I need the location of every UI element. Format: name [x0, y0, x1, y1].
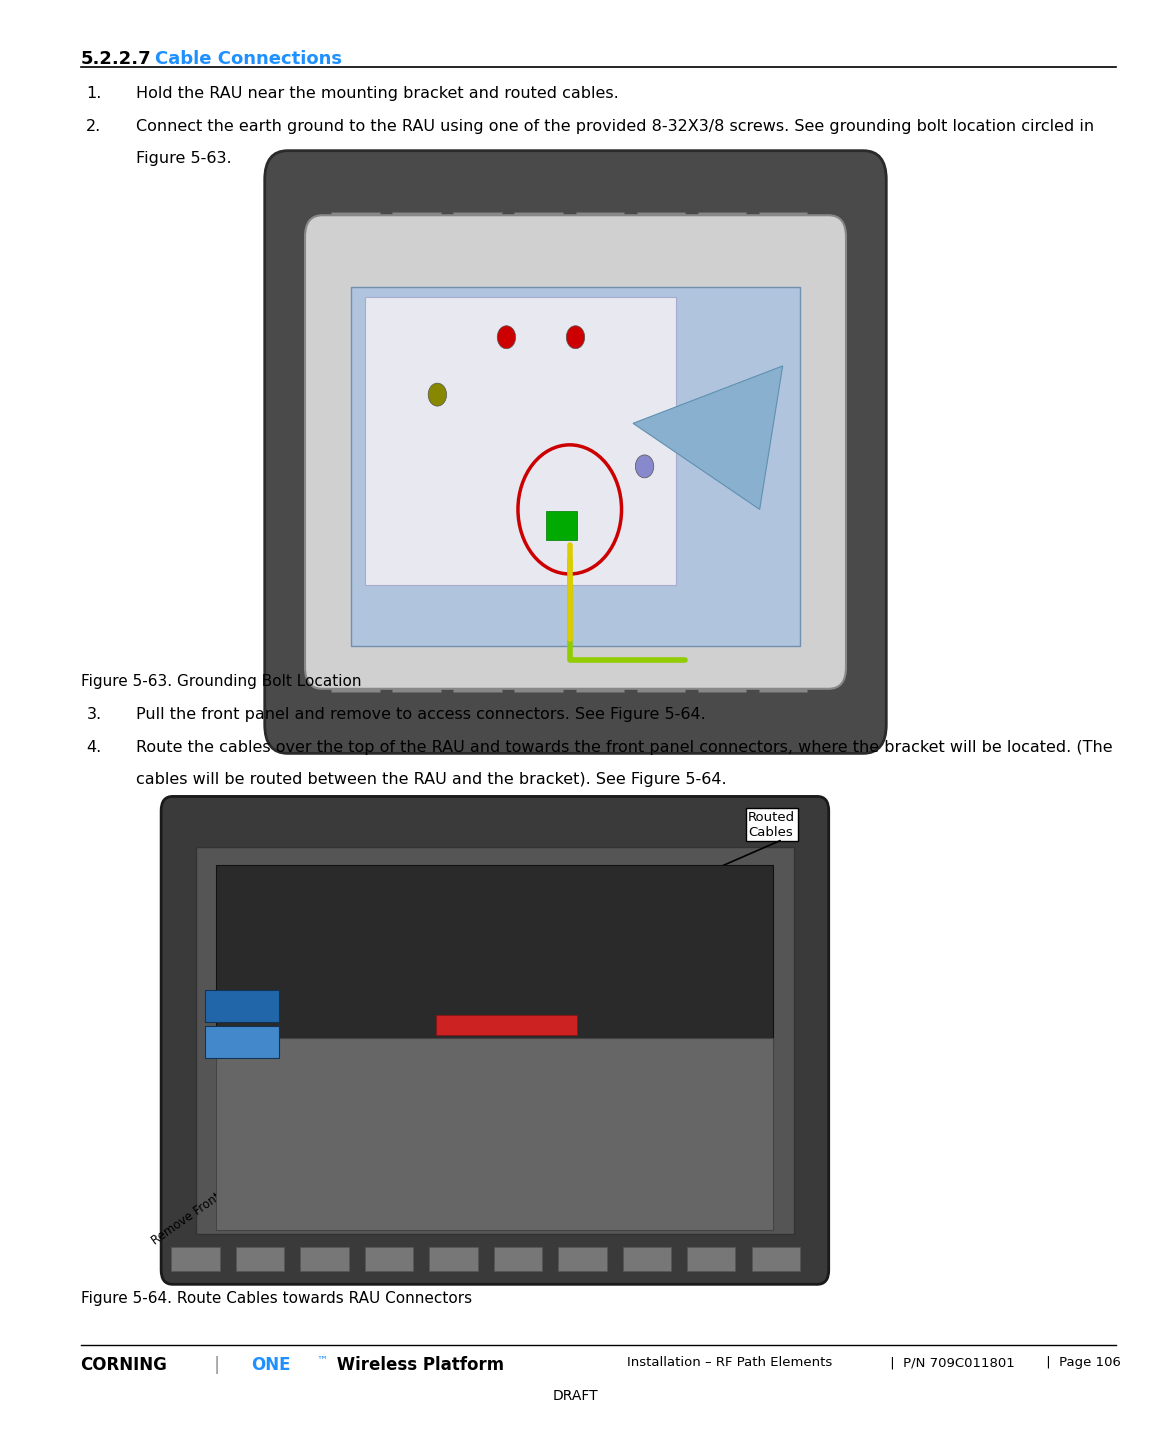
Circle shape [428, 383, 447, 406]
FancyBboxPatch shape [331, 650, 380, 692]
Text: Figure 5-63. Grounding Bolt Location: Figure 5-63. Grounding Bolt Location [81, 674, 361, 689]
FancyBboxPatch shape [196, 847, 794, 1234]
FancyBboxPatch shape [216, 1038, 773, 1230]
FancyBboxPatch shape [759, 650, 807, 692]
FancyBboxPatch shape [494, 1247, 542, 1271]
Text: Routed
Cables: Routed Cables [748, 811, 795, 839]
Text: ™: ™ [317, 1356, 328, 1366]
FancyBboxPatch shape [687, 1247, 735, 1271]
FancyBboxPatch shape [300, 1247, 349, 1271]
Text: |  P/N 709C011801: | P/N 709C011801 [886, 1356, 1015, 1369]
Text: cables will be routed between the RAU and the bracket). See Figure 5-64.: cables will be routed between the RAU an… [136, 772, 726, 786]
Polygon shape [633, 366, 783, 509]
Text: Wireless Platform: Wireless Platform [331, 1356, 504, 1375]
FancyBboxPatch shape [453, 650, 502, 692]
Circle shape [566, 326, 585, 349]
FancyBboxPatch shape [637, 212, 685, 254]
FancyBboxPatch shape [514, 650, 563, 692]
FancyBboxPatch shape [392, 212, 441, 254]
FancyBboxPatch shape [351, 287, 800, 646]
Text: Pull the front panel and remove to access connectors. See Figure 5-64.: Pull the front panel and remove to acces… [136, 707, 706, 722]
Text: |: | [209, 1356, 231, 1375]
FancyBboxPatch shape [331, 212, 380, 254]
FancyBboxPatch shape [558, 1247, 607, 1271]
FancyBboxPatch shape [392, 650, 441, 692]
FancyBboxPatch shape [205, 990, 279, 1022]
Text: 5.2.2.7: 5.2.2.7 [81, 50, 151, 69]
Text: 2.: 2. [86, 119, 101, 133]
Circle shape [635, 455, 654, 478]
Circle shape [497, 326, 516, 349]
Text: CORNING: CORNING [81, 1356, 167, 1375]
FancyBboxPatch shape [453, 212, 502, 254]
FancyBboxPatch shape [698, 212, 746, 254]
FancyBboxPatch shape [305, 215, 846, 689]
FancyBboxPatch shape [365, 1247, 413, 1271]
FancyBboxPatch shape [171, 1247, 220, 1271]
Text: Route the cables over the top of the RAU and towards the front panel connectors,: Route the cables over the top of the RAU… [136, 740, 1113, 755]
Text: Figure 5-63.: Figure 5-63. [136, 151, 231, 165]
FancyBboxPatch shape [514, 212, 563, 254]
FancyBboxPatch shape [698, 650, 746, 692]
FancyBboxPatch shape [623, 1247, 671, 1271]
Text: Connect the earth ground to the RAU using one of the provided 8-32X3/8 screws. S: Connect the earth ground to the RAU usin… [136, 119, 1093, 133]
FancyBboxPatch shape [429, 1247, 478, 1271]
FancyBboxPatch shape [752, 1247, 800, 1271]
FancyBboxPatch shape [637, 650, 685, 692]
Text: Cable Connections: Cable Connections [155, 50, 342, 69]
FancyBboxPatch shape [759, 212, 807, 254]
FancyBboxPatch shape [236, 1247, 284, 1271]
FancyBboxPatch shape [436, 1015, 577, 1035]
FancyBboxPatch shape [576, 650, 624, 692]
Text: Figure 5-64. Route Cables towards RAU Connectors: Figure 5-64. Route Cables towards RAU Co… [81, 1292, 472, 1306]
Text: 4.: 4. [86, 740, 101, 755]
FancyBboxPatch shape [546, 511, 577, 540]
Text: |  Page 106: | Page 106 [1042, 1356, 1121, 1369]
FancyBboxPatch shape [365, 297, 676, 585]
Text: DRAFT: DRAFT [552, 1389, 599, 1403]
Text: 3.: 3. [86, 707, 101, 722]
FancyBboxPatch shape [205, 1026, 279, 1058]
Text: Hold the RAU near the mounting bracket and routed cables.: Hold the RAU near the mounting bracket a… [136, 86, 618, 100]
FancyBboxPatch shape [265, 151, 886, 753]
Text: Installation – RF Path Elements: Installation – RF Path Elements [627, 1356, 832, 1369]
Text: Remove Front Panel: Remove Front Panel [150, 1170, 253, 1247]
FancyBboxPatch shape [216, 865, 773, 1043]
Text: 1.: 1. [86, 86, 101, 100]
FancyBboxPatch shape [576, 212, 624, 254]
FancyBboxPatch shape [161, 796, 829, 1284]
Text: ONE: ONE [251, 1356, 290, 1375]
